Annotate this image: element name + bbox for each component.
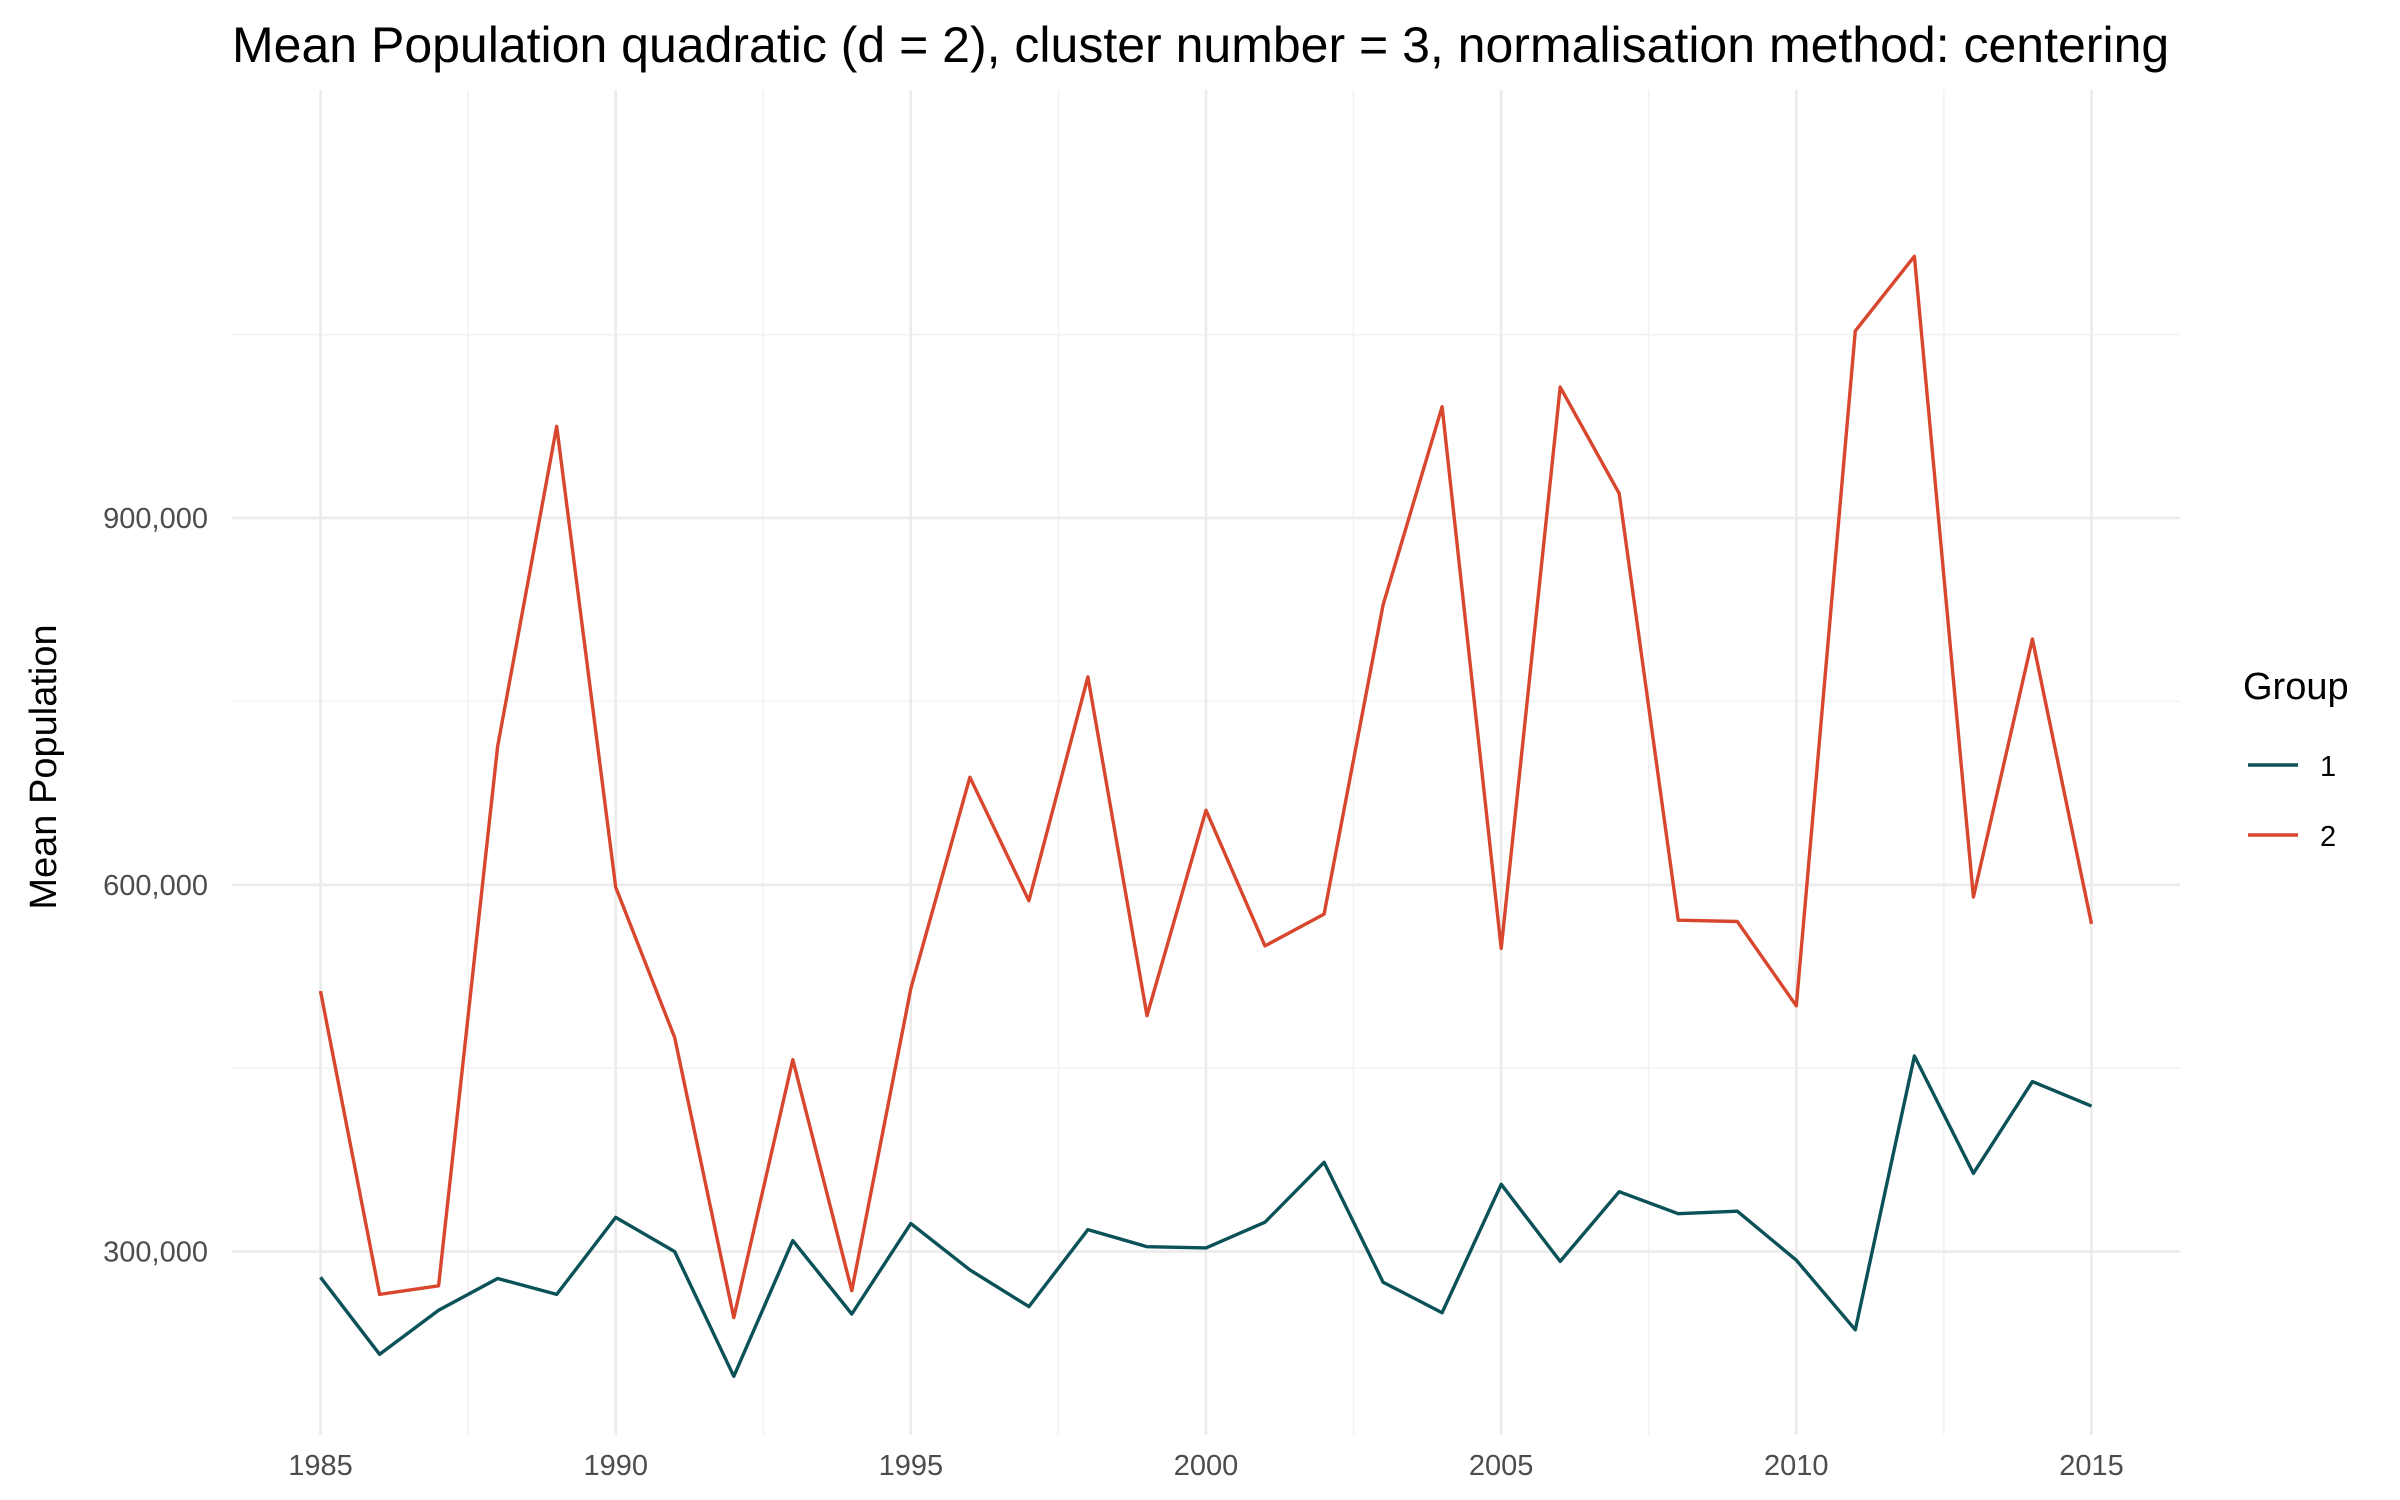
x-tick-label: 1995 bbox=[879, 1450, 944, 1482]
x-tick-label: 2005 bbox=[1469, 1450, 1534, 1482]
x-tick-label: 2010 bbox=[1764, 1450, 1829, 1482]
y-tick-label: 300,000 bbox=[103, 1237, 208, 1269]
x-axis-tick-labels: 1985 1990 1995 2000 2005 2010 2015 bbox=[288, 1450, 2123, 1482]
x-tick-label: 1990 bbox=[583, 1450, 648, 1482]
x-tick-label: 2015 bbox=[2059, 1450, 2124, 1482]
legend-title: Group bbox=[2243, 666, 2349, 708]
y-axis-label: Mean Population bbox=[23, 624, 65, 909]
series-lines bbox=[318, 254, 2094, 1379]
y-tick-label: 600,000 bbox=[103, 870, 208, 902]
series-line-1 bbox=[319, 1054, 2093, 1379]
legend-items: 12 bbox=[2248, 751, 2336, 853]
x-tick-label: 2000 bbox=[1174, 1450, 1239, 1482]
chart-title: Mean Population quadratic (d = 2), clust… bbox=[232, 17, 2169, 73]
y-axis-tick-labels: 300,000 600,000 900,000 bbox=[103, 503, 208, 1269]
legend: Group 12 bbox=[2243, 666, 2349, 853]
y-tick-label: 900,000 bbox=[103, 503, 208, 535]
major-gridlines bbox=[232, 90, 2180, 1435]
legend-label-1: 1 bbox=[2320, 751, 2336, 783]
series-line-2 bbox=[318, 254, 2094, 1320]
legend-label-2: 2 bbox=[2320, 821, 2336, 853]
x-tick-label: 1985 bbox=[288, 1450, 353, 1482]
